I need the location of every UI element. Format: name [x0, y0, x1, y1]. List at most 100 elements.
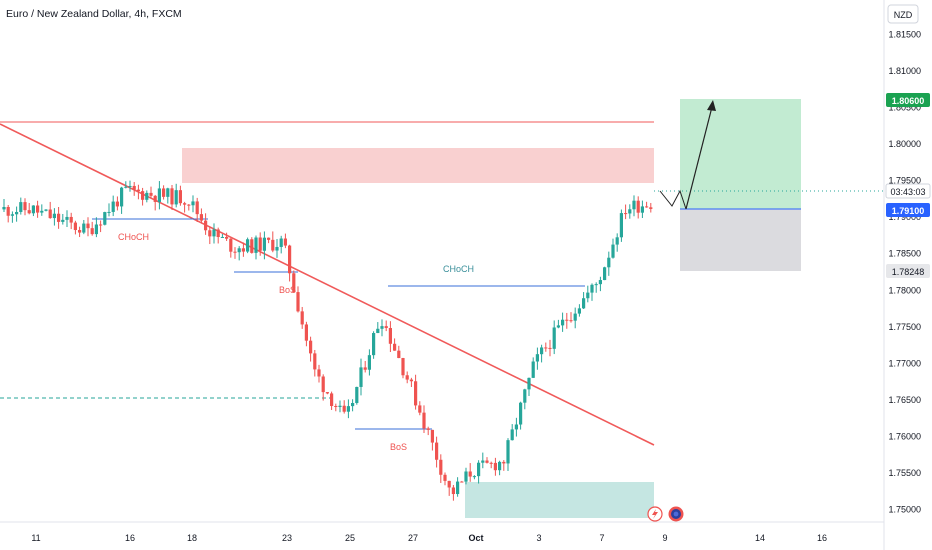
candle-body[interactable]: [615, 237, 619, 245]
candle-body[interactable]: [325, 392, 329, 394]
candle-body[interactable]: [351, 402, 355, 407]
candle-body[interactable]: [267, 237, 271, 240]
candle-body[interactable]: [216, 229, 220, 238]
projection-zigzag[interactable]: [659, 189, 687, 210]
candle-body[interactable]: [519, 402, 523, 425]
projection-arrow-line[interactable]: [685, 102, 714, 210]
candle-body[interactable]: [73, 222, 77, 231]
candle-body[interactable]: [99, 224, 103, 226]
candle-body[interactable]: [124, 186, 128, 188]
candle-body[interactable]: [48, 209, 52, 219]
candle-body[interactable]: [19, 202, 23, 212]
price-axis[interactable]: NZD 1.815001.810001.805001.800001.795001…: [883, 0, 932, 550]
candle-body[interactable]: [157, 188, 161, 202]
candle-body[interactable]: [275, 246, 279, 251]
candle-body[interactable]: [208, 230, 212, 237]
candle-body[interactable]: [632, 200, 636, 210]
candle-body[interactable]: [82, 223, 86, 233]
candle-body[interactable]: [288, 245, 292, 274]
candle-body[interactable]: [292, 273, 296, 293]
candle-body[interactable]: [115, 201, 119, 207]
candle-body[interactable]: [649, 207, 653, 209]
candle-body[interactable]: [372, 333, 376, 356]
candle-body[interactable]: [191, 201, 195, 206]
candle-body[interactable]: [330, 393, 334, 406]
candle-body[interactable]: [321, 376, 325, 393]
candle-body[interactable]: [86, 223, 90, 229]
candle-body[interactable]: [607, 257, 611, 268]
candle-body[interactable]: [468, 471, 472, 477]
candle-body[interactable]: [170, 188, 174, 205]
candle-body[interactable]: [598, 280, 602, 285]
trendline[interactable]: [0, 123, 655, 446]
candle-body[interactable]: [544, 347, 548, 349]
candle-body[interactable]: [23, 202, 27, 211]
candle-body[interactable]: [149, 192, 153, 196]
candle-body[interactable]: [376, 328, 380, 334]
candle-body[interactable]: [334, 405, 338, 407]
candle-body[interactable]: [241, 248, 245, 252]
flash-icon[interactable]: [647, 506, 663, 522]
candle-body[interactable]: [346, 406, 350, 412]
candle-body[interactable]: [611, 244, 615, 258]
candle-body[interactable]: [481, 460, 485, 463]
candle-body[interactable]: [162, 188, 166, 197]
candle-body[interactable]: [409, 379, 413, 382]
candle-body[interactable]: [195, 201, 199, 215]
candle-body[interactable]: [107, 211, 111, 213]
target-price-badge[interactable]: [886, 93, 930, 107]
candle-body[interactable]: [65, 216, 69, 220]
candle-body[interactable]: [640, 206, 644, 213]
candle-body[interactable]: [262, 237, 266, 251]
candle-body[interactable]: [380, 326, 384, 329]
candle-body[interactable]: [514, 424, 518, 430]
candle-body[interactable]: [225, 236, 229, 239]
candle-body[interactable]: [477, 462, 481, 477]
candle-body[interactable]: [451, 487, 455, 495]
candle-body[interactable]: [582, 298, 586, 309]
economic-event-icon[interactable]: [668, 506, 684, 522]
candle-body[interactable]: [52, 213, 56, 219]
candle-body[interactable]: [237, 248, 241, 253]
candle-body[interactable]: [397, 350, 401, 359]
candle-body[interactable]: [166, 188, 170, 197]
candle-body[interactable]: [103, 212, 107, 225]
candle-body[interactable]: [506, 440, 510, 464]
candle-body[interactable]: [527, 377, 531, 390]
candle-body[interactable]: [212, 229, 216, 237]
candle-body[interactable]: [44, 209, 48, 211]
candle-body[interactable]: [69, 216, 73, 223]
candle-body[interactable]: [283, 238, 287, 246]
candle-body[interactable]: [573, 313, 577, 321]
candle-body[interactable]: [414, 381, 418, 406]
candle-body[interactable]: [565, 319, 569, 321]
candle-body[interactable]: [132, 185, 136, 190]
currency-badge[interactable]: [887, 4, 919, 24]
candle-body[interactable]: [363, 367, 367, 370]
candle-body[interactable]: [422, 412, 426, 429]
candle-body[interactable]: [603, 267, 607, 281]
candle-body[interactable]: [174, 190, 178, 205]
candle-body[interactable]: [426, 428, 430, 430]
candle-body[interactable]: [258, 237, 262, 251]
candle-body[interactable]: [439, 459, 443, 475]
candle-body[interactable]: [153, 195, 157, 202]
candle-body[interactable]: [552, 327, 556, 349]
candle-body[interactable]: [204, 220, 208, 231]
candle-body[interactable]: [229, 238, 233, 252]
candle-body[interactable]: [443, 474, 447, 481]
candle-body[interactable]: [569, 320, 573, 322]
candle-body[interactable]: [561, 319, 565, 326]
candle-body[interactable]: [367, 355, 371, 370]
candle-body[interactable]: [472, 476, 476, 478]
candle-body[interactable]: [619, 213, 623, 238]
candle-body[interactable]: [590, 284, 594, 293]
candle-body[interactable]: [636, 200, 640, 213]
candle-body[interactable]: [15, 211, 19, 215]
time-axis[interactable]: 11 16 18 23 25 27 Oct 3 7 9 14 16: [0, 521, 884, 543]
candle-body[interactable]: [31, 205, 35, 214]
candle-body[interactable]: [430, 429, 434, 443]
candle-body[interactable]: [246, 239, 250, 252]
candle-body[interactable]: [502, 461, 506, 464]
